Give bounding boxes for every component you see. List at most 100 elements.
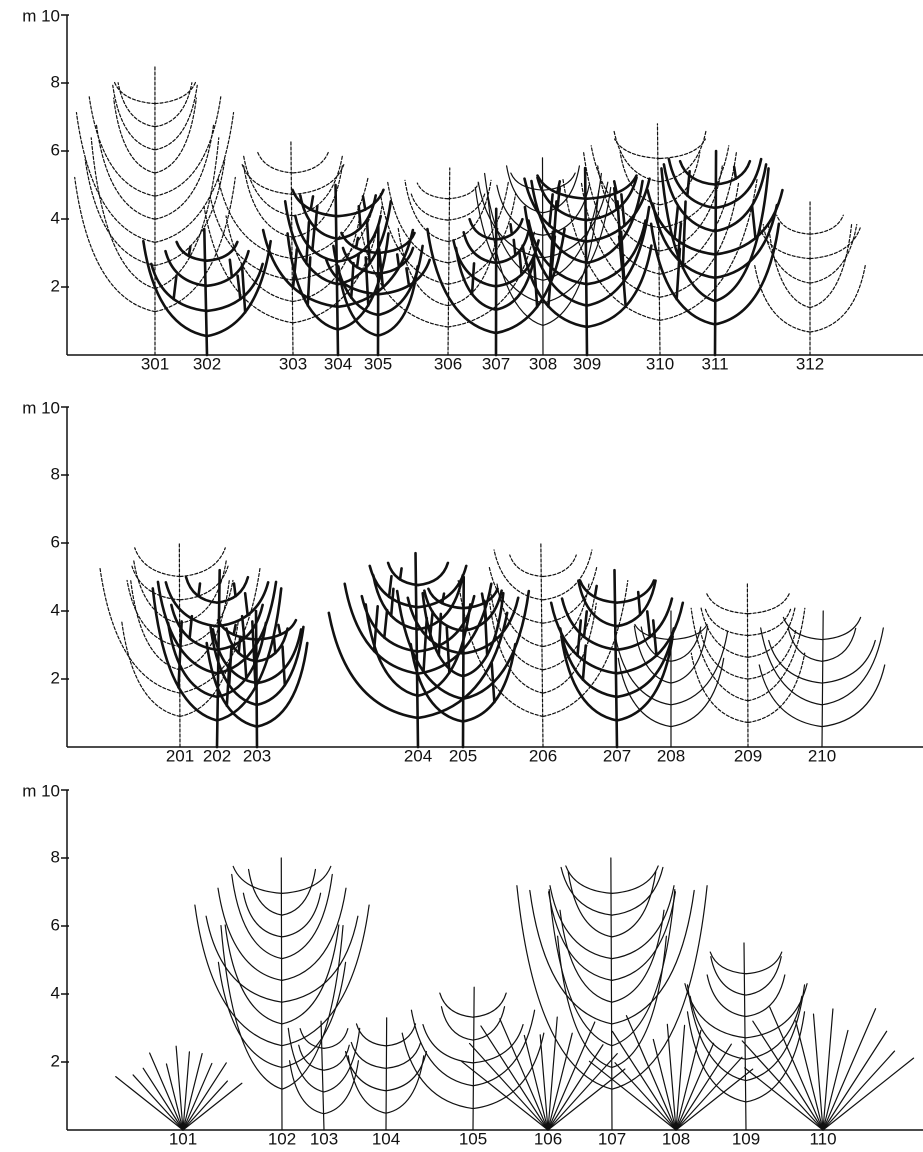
branch — [547, 1068, 626, 1131]
branch — [142, 239, 209, 338]
branch — [747, 629, 797, 680]
branch — [298, 1044, 325, 1071]
branch — [243, 165, 294, 238]
branch — [521, 244, 589, 329]
branch — [527, 219, 589, 286]
twig — [361, 195, 367, 211]
twig — [532, 253, 539, 309]
twig — [681, 200, 687, 270]
branch — [182, 1080, 228, 1131]
tick-label: 2 — [51, 668, 60, 687]
branch — [281, 924, 340, 1025]
branch — [547, 1016, 558, 1131]
tree-label: 209 — [734, 746, 762, 765]
branch — [617, 657, 672, 728]
branch — [611, 885, 675, 960]
branch — [615, 601, 685, 675]
twig — [518, 250, 523, 277]
branch — [516, 885, 613, 1090]
branch — [611, 866, 664, 916]
tree-label: 109 — [732, 1129, 760, 1148]
tree-label: 101 — [169, 1129, 197, 1148]
branch — [542, 583, 590, 648]
branch — [416, 561, 450, 587]
branch — [292, 205, 383, 324]
branch — [281, 873, 333, 960]
branch — [217, 961, 283, 1069]
branch — [670, 623, 708, 641]
branch — [291, 188, 340, 218]
branch — [323, 1060, 360, 1115]
branch — [164, 249, 209, 288]
branch — [530, 179, 589, 265]
branch — [205, 240, 239, 262]
branch — [255, 628, 303, 685]
branch — [611, 935, 667, 1069]
branch — [154, 84, 198, 151]
branch — [376, 258, 431, 296]
branch — [477, 181, 544, 259]
branch — [225, 215, 294, 303]
tree — [684, 942, 808, 1131]
tree-label: 304 — [324, 354, 352, 373]
branch — [747, 608, 792, 637]
twig — [232, 582, 237, 598]
branch — [745, 956, 782, 996]
branch — [709, 951, 747, 975]
tree-label: 205 — [449, 746, 477, 765]
branch — [154, 137, 220, 290]
twig — [612, 180, 618, 195]
tree-label: 202 — [203, 746, 231, 765]
branch — [704, 608, 749, 637]
branch — [184, 575, 219, 604]
branch — [281, 961, 347, 1069]
twig — [172, 274, 178, 301]
branch — [542, 165, 581, 214]
branch — [215, 587, 283, 722]
tree — [115, 1045, 243, 1131]
twig — [377, 247, 385, 289]
branch — [822, 1057, 915, 1131]
branch — [182, 1082, 243, 1131]
tick-label: 6 — [51, 532, 60, 551]
twig — [593, 584, 598, 599]
twig — [387, 574, 393, 599]
branch — [675, 1043, 732, 1131]
twig — [651, 619, 658, 657]
branch — [179, 620, 239, 717]
twig — [227, 645, 233, 687]
tree-label: 110 — [809, 1129, 836, 1148]
twig — [470, 262, 476, 296]
branch — [205, 249, 250, 288]
branch — [209, 196, 294, 281]
branch — [494, 230, 530, 265]
branch — [462, 230, 498, 265]
branch — [659, 138, 706, 160]
branch — [468, 1042, 549, 1131]
branch — [293, 214, 340, 263]
branch — [611, 891, 677, 981]
branch — [401, 1032, 474, 1110]
branch — [659, 164, 724, 252]
tree-label: 302 — [193, 354, 221, 373]
branch — [341, 246, 380, 275]
branch — [422, 1023, 474, 1064]
branch — [343, 582, 420, 675]
branch — [215, 621, 268, 699]
twig — [620, 193, 626, 228]
branch — [154, 96, 222, 197]
branch — [154, 176, 236, 313]
branch — [565, 865, 613, 894]
tree — [741, 1006, 915, 1131]
branch — [323, 1044, 350, 1071]
twig — [355, 253, 361, 269]
twig — [555, 186, 562, 211]
branch — [468, 217, 498, 241]
tree-label: 312 — [796, 354, 824, 373]
tree — [327, 551, 509, 749]
branch — [634, 623, 672, 641]
branch — [256, 150, 294, 174]
tick-label: 6 — [51, 915, 60, 934]
branch — [560, 597, 619, 652]
tree-label: 103 — [310, 1129, 338, 1148]
